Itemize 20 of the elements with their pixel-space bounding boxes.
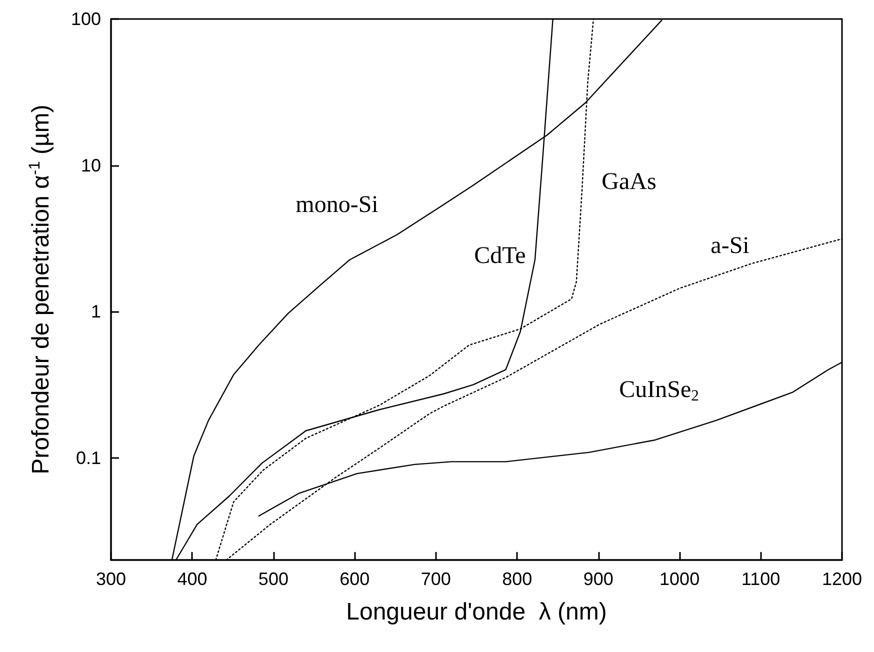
x-tick-label: 300: [96, 569, 126, 589]
x-tick-label: 1100: [741, 569, 780, 589]
x-tick-label: 1200: [822, 569, 862, 589]
x-tick-label: 800: [502, 569, 532, 589]
x-tick-label: 700: [420, 569, 451, 589]
annotation: CdTe: [474, 243, 526, 269]
annotation: GaAs: [602, 169, 656, 195]
y-axis-title: Profondeur de penetration α-1 (µm): [26, 104, 54, 474]
x-tick-label: 500: [258, 569, 288, 589]
annotation: mono-Si: [296, 192, 379, 218]
y-tick-label: 10: [80, 155, 101, 176]
y-tick-label: 1: [90, 302, 101, 322]
y-tick-label: 100: [70, 9, 101, 29]
y-tick-label: 0.1: [76, 448, 101, 468]
x-tick-label: 400: [177, 569, 208, 589]
x-tick-label: 600: [340, 569, 370, 589]
x-tick-label: 1000: [660, 569, 700, 589]
x-axis-title: Longueur d'onde λ (nm): [346, 598, 607, 626]
annotation: a-Si: [710, 233, 750, 259]
x-tick-label: 900: [583, 569, 614, 589]
